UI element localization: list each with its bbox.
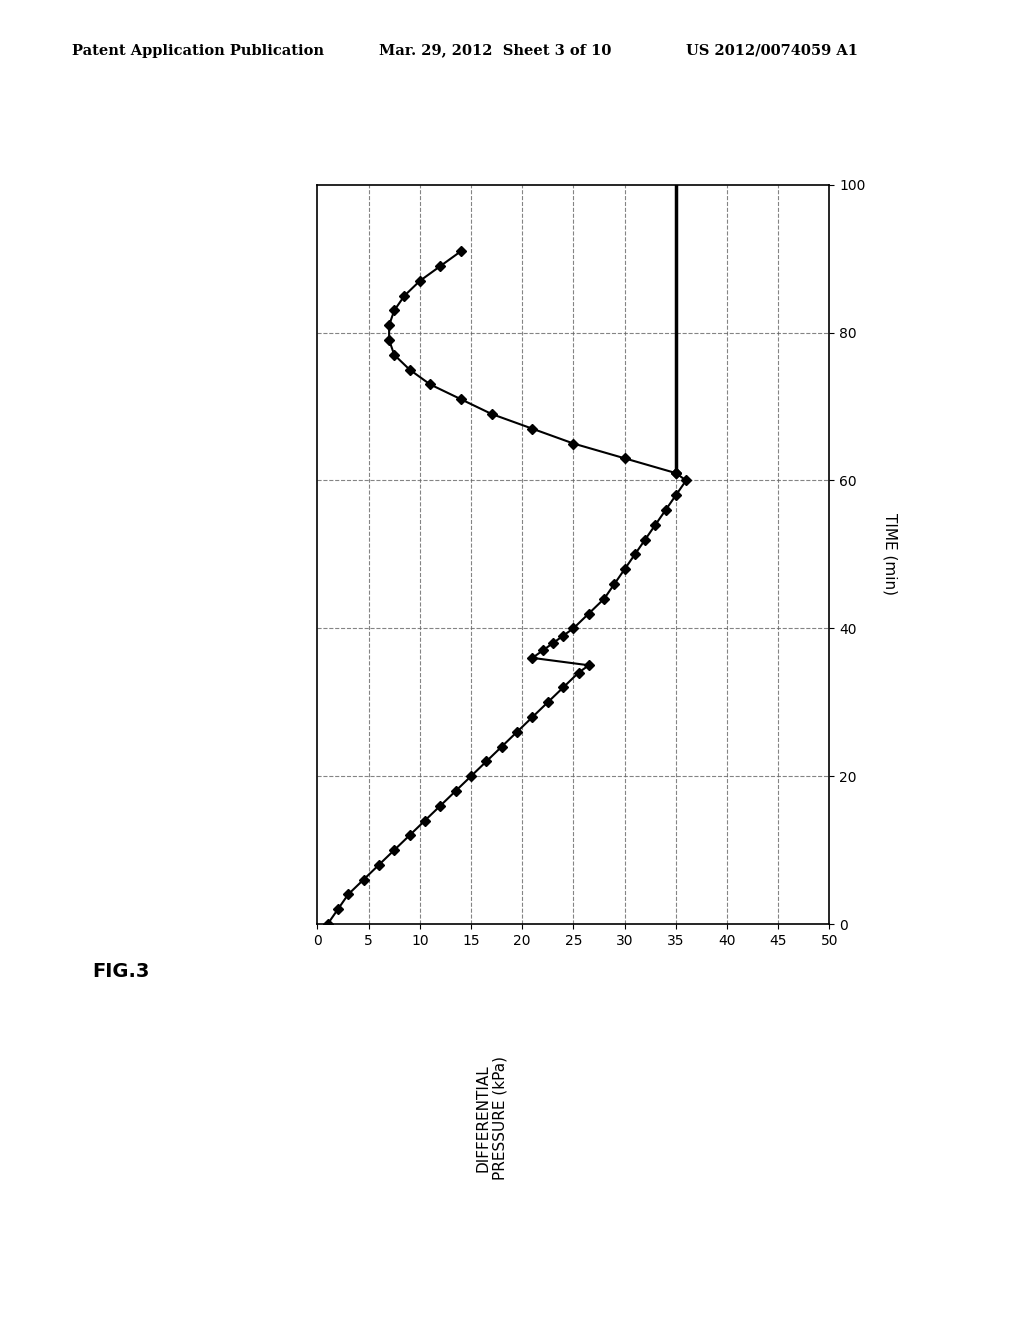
Text: US 2012/0074059 A1: US 2012/0074059 A1: [686, 44, 858, 58]
Text: Patent Application Publication: Patent Application Publication: [72, 44, 324, 58]
Text: DIFFERENTIAL
PRESSURE (kPa): DIFFERENTIAL PRESSURE (kPa): [475, 1056, 508, 1180]
Text: Mar. 29, 2012  Sheet 3 of 10: Mar. 29, 2012 Sheet 3 of 10: [379, 44, 611, 58]
Y-axis label: TIME (min): TIME (min): [883, 513, 897, 595]
Text: FIG.3: FIG.3: [92, 962, 150, 981]
